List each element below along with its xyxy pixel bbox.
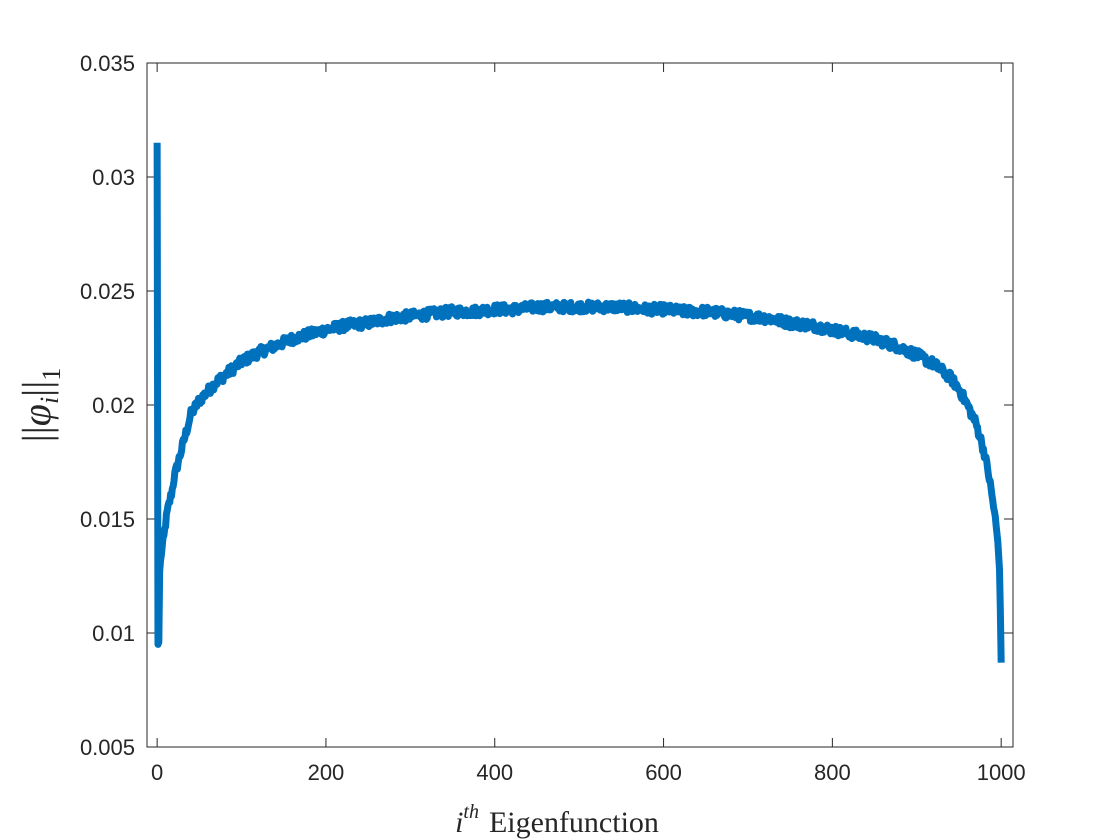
- x-axis-title: ith Eigenfunction: [455, 801, 659, 839]
- xlabel-base: i: [455, 806, 463, 839]
- y-tick-label: 0.015: [80, 507, 135, 532]
- x-tick-label: 400: [476, 760, 513, 785]
- x-tick-label: 0: [151, 760, 163, 785]
- x-tick-label: 200: [308, 760, 345, 785]
- y-tick-label: 0.02: [92, 393, 135, 418]
- y-tick-label: 0.005: [80, 735, 135, 760]
- y-tick-label: 0.025: [80, 279, 135, 304]
- y-tick-label: 0.03: [92, 165, 135, 190]
- y-axis: 0.005 0.01 0.015 0.02 0.025 0.03 0.035: [80, 51, 1013, 760]
- y-tick-label: 0.01: [92, 621, 135, 646]
- series-line: [153, 142, 1005, 663]
- y-tick-label: 0.035: [80, 51, 135, 76]
- ylabel-symbol: φ: [14, 404, 59, 426]
- ylabel-subscript-i: i: [35, 397, 64, 404]
- ylabel-bars-left: ||: [14, 426, 59, 442]
- svg-text:||φi||1: ||φi||1: [14, 368, 66, 442]
- ylabel-subscript-1: 1: [37, 368, 66, 381]
- xlabel-sup: th: [463, 801, 479, 823]
- y-axis-title: ||φi||1: [14, 368, 66, 442]
- plot-area: [146, 62, 1014, 748]
- series-layer: [153, 142, 1005, 663]
- xlabel-text: Eigenfunction: [489, 806, 659, 839]
- ylabel-bars-right: ||: [14, 381, 59, 397]
- x-tick-label: 800: [814, 760, 851, 785]
- x-tick-label: 1000: [977, 760, 1026, 785]
- x-tick-label: 600: [645, 760, 682, 785]
- x-axis: 0 200 400 600 800 1000: [151, 63, 1026, 785]
